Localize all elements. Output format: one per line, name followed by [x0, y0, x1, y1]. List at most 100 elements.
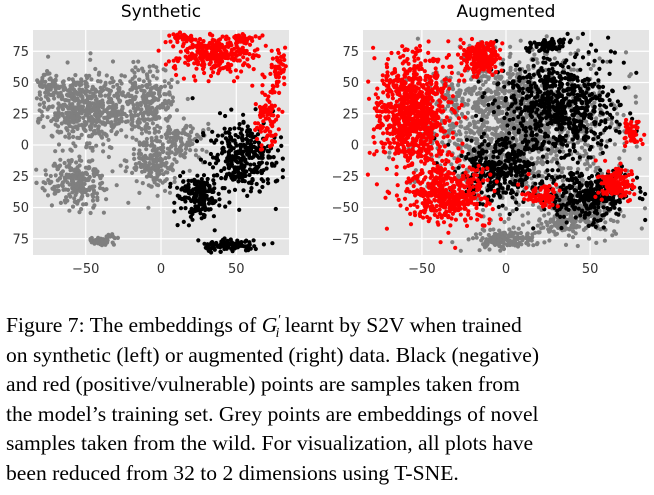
synthetic-x-tick-label: 0	[157, 262, 165, 277]
synthetic-point	[148, 184, 154, 189]
synthetic-point	[234, 165, 239, 170]
augmented-point	[536, 205, 542, 210]
synthetic-point	[248, 148, 254, 153]
synthetic-point	[67, 135, 72, 140]
synthetic-point	[268, 111, 273, 117]
synthetic-point	[103, 80, 108, 85]
synthetic-point	[172, 179, 177, 184]
augmented-point	[542, 86, 547, 91]
synthetic-point	[66, 105, 71, 110]
synthetic-point	[172, 209, 177, 214]
synthetic-point	[188, 56, 193, 62]
synthetic-point	[223, 113, 228, 119]
augmented-point	[459, 111, 465, 117]
synthetic-point	[167, 190, 173, 195]
synthetic-point	[54, 184, 59, 189]
augmented-point	[562, 121, 567, 126]
augmented-point	[566, 65, 571, 70]
synthetic-point	[65, 180, 70, 185]
synthetic-point	[47, 71, 52, 76]
synthetic-point	[88, 145, 93, 150]
synthetic-point	[71, 134, 76, 139]
synthetic-point	[88, 210, 93, 216]
augmented-point	[597, 66, 602, 71]
synthetic-point	[184, 144, 189, 149]
augmented-point	[579, 145, 585, 150]
augmented-point	[580, 178, 586, 183]
augmented-point	[575, 160, 580, 165]
synthetic-point	[69, 119, 74, 124]
synthetic-point	[152, 85, 157, 90]
synthetic-point	[35, 79, 41, 85]
synthetic-point	[54, 118, 59, 123]
synthetic-point	[254, 181, 259, 187]
synthetic-point	[85, 141, 90, 146]
augmented-point	[480, 124, 485, 129]
synthetic-point	[73, 89, 79, 95]
synthetic-point	[75, 113, 81, 118]
synthetic-point	[43, 79, 48, 84]
synthetic-point	[150, 148, 155, 153]
synthetic-point	[74, 106, 79, 112]
augmented-point	[571, 229, 576, 234]
synthetic-point	[163, 107, 169, 112]
synthetic-point	[217, 203, 222, 208]
augmented-point	[456, 173, 461, 178]
synthetic-point	[255, 165, 260, 170]
synthetic-point	[79, 195, 84, 200]
augmented-point	[520, 96, 525, 101]
synthetic-point	[279, 61, 284, 66]
augmented-point	[566, 152, 572, 157]
synthetic-point	[152, 144, 157, 149]
synthetic-point	[181, 129, 186, 134]
synthetic-point	[280, 156, 285, 161]
synthetic-point	[38, 117, 43, 122]
synthetic-series-1	[168, 96, 285, 255]
synthetic-point	[174, 72, 179, 78]
synthetic-point	[229, 62, 234, 68]
synthetic-point	[163, 170, 169, 175]
synthetic-point	[144, 83, 149, 88]
synthetic-point	[60, 80, 65, 85]
synthetic-point	[173, 147, 178, 152]
synthetic-point	[216, 38, 221, 43]
synthetic-point	[93, 97, 98, 102]
augmented-point	[502, 84, 507, 89]
synthetic-point	[255, 121, 261, 126]
synthetic-point	[155, 174, 160, 179]
synthetic-point	[115, 235, 120, 240]
synthetic-point	[175, 80, 180, 85]
synthetic-point	[53, 191, 58, 196]
synthetic-point	[219, 50, 224, 55]
synthetic-point	[93, 87, 98, 92]
synthetic-point	[161, 149, 166, 154]
synthetic-x-tick-label: −50	[72, 262, 99, 277]
augmented-point	[621, 214, 626, 219]
augmented-point	[511, 225, 516, 230]
augmented-point	[615, 219, 620, 224]
augmented-point	[483, 239, 488, 244]
augmented-point	[480, 94, 485, 99]
synthetic-point	[130, 68, 135, 73]
synthetic-point	[93, 108, 98, 113]
augmented-point	[556, 89, 561, 94]
synthetic-point	[166, 151, 171, 157]
augmented-point	[468, 122, 473, 127]
synthetic-point	[274, 160, 279, 165]
augmented-point	[496, 105, 501, 110]
synthetic-point	[133, 162, 138, 167]
synthetic-point	[253, 34, 258, 39]
augmented-point	[458, 132, 463, 137]
augmented-point	[456, 83, 461, 88]
synthetic-point	[175, 223, 180, 228]
synthetic-point	[90, 119, 96, 125]
augmented-point	[610, 233, 615, 238]
synthetic-point	[186, 190, 191, 196]
synthetic-point	[167, 90, 172, 95]
synthetic-point	[74, 160, 79, 165]
synthetic-point	[252, 162, 257, 167]
synthetic-point	[237, 242, 243, 247]
augmented-point	[529, 93, 534, 98]
